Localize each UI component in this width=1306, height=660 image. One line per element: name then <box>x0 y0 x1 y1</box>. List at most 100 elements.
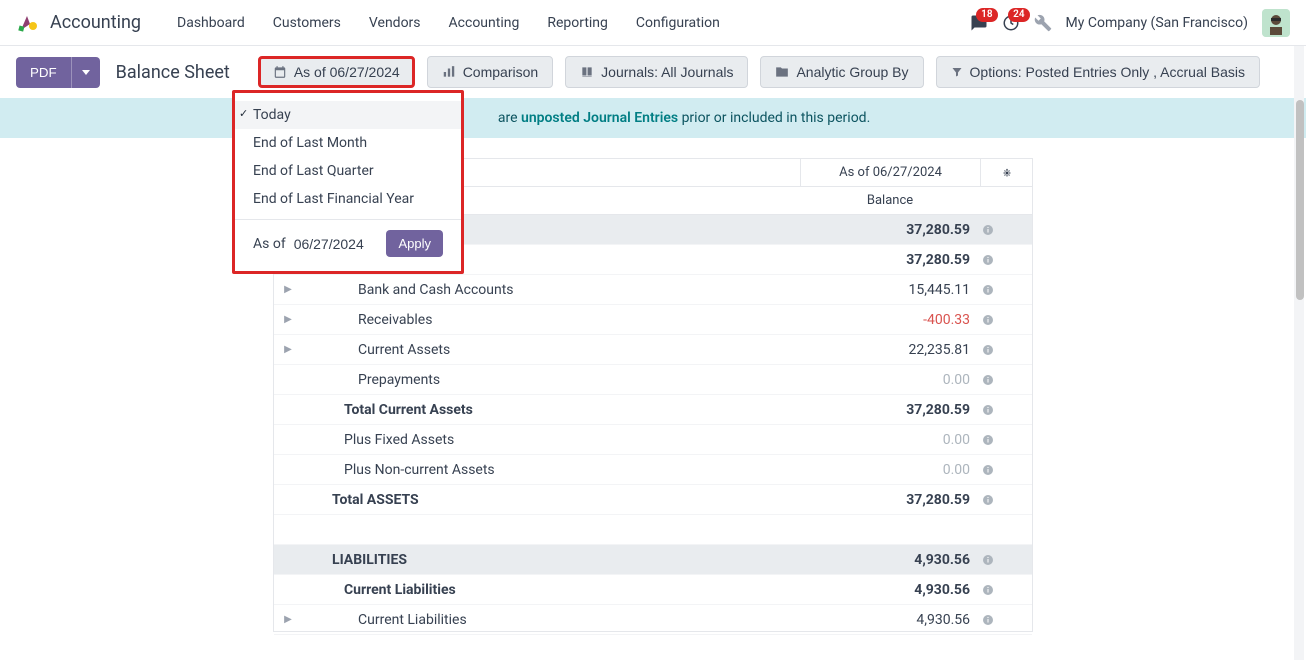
messages-badge: 18 <box>976 8 997 22</box>
analytic-button[interactable]: Analytic Group By <box>760 56 923 88</box>
top-nav: Accounting Dashboard Customers Vendors A… <box>0 0 1306 46</box>
caret-icon[interactable]: ▶ <box>274 344 302 355</box>
dropdown-item-label: End of Last Financial Year <box>253 191 414 207</box>
info-icon[interactable] <box>982 494 1022 506</box>
report-row: Current Liabilities4,930.56 <box>274 575 1032 605</box>
dropdown-footer: As of Apply <box>235 219 461 259</box>
date-dropdown: ✓ Today End of Last Month End of Last Qu… <box>232 90 464 274</box>
dropdown-item-last-month[interactable]: End of Last Month <box>235 129 461 157</box>
report-row-value: 4,930.56 <box>852 552 982 568</box>
apply-button[interactable]: Apply <box>386 230 443 257</box>
activities-badge: 24 <box>1008 8 1029 22</box>
comparison-label: Comparison <box>463 64 538 80</box>
filter-icon <box>951 66 963 78</box>
report-row-value: 4,930.56 <box>852 582 982 598</box>
alert-suffix: prior or included in this period. <box>678 110 870 126</box>
messages-icon[interactable]: 18 <box>970 14 988 32</box>
report-spacer-row <box>274 515 1032 545</box>
info-icon[interactable] <box>982 434 1022 446</box>
caret-icon[interactable]: ▶ <box>274 284 302 295</box>
info-icon[interactable] <box>982 344 1022 356</box>
report-header-settings[interactable] <box>980 159 1032 186</box>
scrollbar-thumb[interactable] <box>1296 100 1304 300</box>
info-icon[interactable] <box>982 584 1022 596</box>
nav-item-vendors[interactable]: Vendors <box>355 0 435 46</box>
info-icon[interactable] <box>982 224 1022 236</box>
report-row: LIABILITIES4,930.56 <box>274 545 1032 575</box>
report-row-label[interactable]: Bank and Cash Accounts <box>302 282 852 298</box>
report-row-value: 15,445.11 <box>852 282 982 298</box>
info-icon[interactable] <box>982 374 1022 386</box>
report-row-value: 0.00 <box>852 372 982 388</box>
report-row-label[interactable]: Total ASSETS <box>302 492 852 508</box>
activities-icon[interactable]: 24 <box>1002 14 1020 32</box>
dropdown-item-today[interactable]: ✓ Today <box>235 101 461 129</box>
debug-icon[interactable] <box>1034 14 1052 32</box>
report-row-label[interactable]: Plus Fixed Assets <box>302 432 852 448</box>
options-button[interactable]: Options: Posted Entries Only , Accrual B… <box>936 56 1260 88</box>
report-row-label[interactable]: Current Liabilities <box>302 612 852 628</box>
dropdown-item-label: End of Last Month <box>253 135 367 151</box>
journals-button[interactable]: Journals: All Journals <box>565 56 748 88</box>
report-row-label[interactable]: LIABILITIES <box>302 552 852 568</box>
control-bar: PDF Balance Sheet As of 06/27/2024 Compa… <box>0 46 1306 98</box>
report-row: ▶Bank and Cash Accounts15,445.11 <box>274 275 1032 305</box>
options-label: Options: Posted Entries Only , Accrual B… <box>970 64 1245 80</box>
caret-icon[interactable]: ▶ <box>274 614 302 625</box>
nav-item-dashboard[interactable]: Dashboard <box>163 0 259 46</box>
analytic-label: Analytic Group By <box>796 64 908 80</box>
alert-banner: There are are unposted Journal Entries p… <box>0 98 1306 138</box>
nav-item-accounting[interactable]: Accounting <box>435 0 534 46</box>
date-filter-label: As of 06/27/2024 <box>294 64 400 80</box>
nav-menu: Dashboard Customers Vendors Accounting R… <box>163 0 734 46</box>
report-row-label[interactable]: Current Assets <box>302 342 852 358</box>
dropdown-item-last-quarter[interactable]: End of Last Quarter <box>235 157 461 185</box>
report-row: Prepayments0.00 <box>274 365 1032 395</box>
nav-item-customers[interactable]: Customers <box>259 0 355 46</box>
info-icon[interactable] <box>982 254 1022 266</box>
report-row: Plus Non-current Assets0.00 <box>274 455 1032 485</box>
report-row: Plus Fixed Assets0.00 <box>274 425 1032 455</box>
avatar[interactable] <box>1262 9 1290 37</box>
journals-label: Journals: All Journals <box>601 64 733 80</box>
dropdown-item-label: End of Last Quarter <box>253 163 374 179</box>
app-logo-icon <box>16 11 40 35</box>
alert-link[interactable]: unposted Journal Entries <box>521 110 678 126</box>
company-selector[interactable]: My Company (San Francisco) <box>1066 15 1248 31</box>
calendar-icon <box>273 65 287 79</box>
report-row: ▶Receivables-400.33 <box>274 305 1032 335</box>
info-icon[interactable] <box>982 284 1022 296</box>
date-filter-button[interactable]: As of 06/27/2024 <box>258 56 415 88</box>
report-row-value: 37,280.59 <box>852 402 982 418</box>
report-row-value: 0.00 <box>852 462 982 478</box>
report-row-value: 37,280.59 <box>852 222 982 238</box>
pdf-button-group: PDF <box>16 57 100 88</box>
asof-label: As of <box>253 236 286 252</box>
bar-chart-icon <box>442 65 456 79</box>
pdf-caret-button[interactable] <box>71 57 100 88</box>
report-row-label[interactable]: Receivables <box>302 312 852 328</box>
dropdown-item-last-fy[interactable]: End of Last Financial Year <box>235 185 461 213</box>
asof-input[interactable] <box>294 232 372 256</box>
info-icon[interactable] <box>982 314 1022 326</box>
info-icon[interactable] <box>982 464 1022 476</box>
report-row-label[interactable]: Prepayments <box>302 372 852 388</box>
nav-item-reporting[interactable]: Reporting <box>533 0 622 46</box>
report-row-value: 22,235.81 <box>852 342 982 358</box>
pdf-button[interactable]: PDF <box>16 57 71 88</box>
report-row-label[interactable]: Plus Non-current Assets <box>302 462 852 478</box>
app-title[interactable]: Accounting <box>50 12 141 33</box>
book-icon <box>580 65 594 79</box>
comparison-button[interactable]: Comparison <box>427 56 553 88</box>
nav-item-configuration[interactable]: Configuration <box>622 0 734 46</box>
info-icon[interactable] <box>982 614 1022 626</box>
report-row-label[interactable]: Total Current Assets <box>302 402 852 418</box>
report-row-label[interactable]: Current Liabilities <box>302 582 852 598</box>
info-icon[interactable] <box>982 554 1022 566</box>
folder-icon <box>775 65 789 79</box>
info-icon[interactable] <box>982 404 1022 416</box>
caret-icon[interactable]: ▶ <box>274 314 302 325</box>
report-row-value: 0.00 <box>852 432 982 448</box>
report-row: ▶Current Assets22,235.81 <box>274 335 1032 365</box>
report-wrap: As of 06/27/2024 Balance ASSETS37,280.59… <box>0 138 1306 652</box>
